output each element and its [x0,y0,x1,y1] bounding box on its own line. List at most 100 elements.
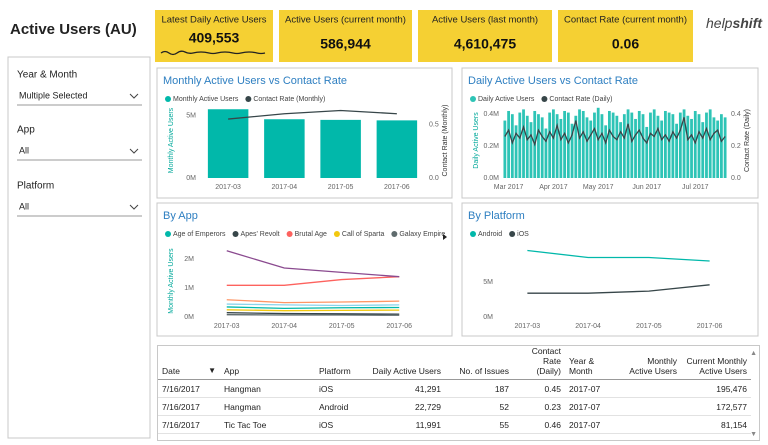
kpi-label: Active Users (current month) [285,15,406,26]
table-cell: 0.00 [513,433,565,440]
bar [544,128,548,178]
data-table: Date ▼ App Platform Daily Active Users No. of… [157,345,760,441]
x-tick-label: 2017-06 [384,184,410,191]
legend-more-arrow[interactable] [443,234,447,240]
bar [507,110,510,178]
kpi-label: Contact Rate (current month) [564,15,687,26]
bar [667,112,671,178]
series-line [226,299,400,304]
y-tick-label: 2M [184,256,194,263]
bar [510,114,514,178]
legend-swatch [165,231,171,237]
table-cell: 187 [445,379,513,398]
x-tick-label: May 2017 [583,184,614,191]
dropdown-chevron[interactable] [129,93,139,99]
column-header[interactable]: Daily Active Users [363,346,445,380]
column-header-text: Contact Rate (Daily) [531,346,561,376]
bar [660,120,664,178]
dropdown-chevron[interactable] [129,148,139,154]
legend-label: Apes' Revolt [241,231,280,238]
kpi-value: 4,610,475 [454,36,516,52]
table-cell [623,379,681,398]
table-cell: 0.45 [513,379,565,398]
table-cell: 7/16/2017 [158,379,220,398]
legend-label: Galaxy Empire [399,231,445,238]
kpi-card [558,10,693,62]
bar [540,117,544,178]
y2-tick-label: 0.0 [429,175,439,182]
bar [604,125,608,178]
bar [693,110,697,178]
chart-title: By Platform [468,210,525,222]
series-line [527,284,710,294]
table-cell: 2017-07 [565,415,623,434]
filter-value[interactable]: All [19,201,29,211]
x-tick-label: 2017-04 [272,184,298,191]
series-line [226,306,400,310]
legend-label: Brutal Age [295,231,327,238]
table-body: 7/16/2017 Hangman iOS 41,291 187 0.45 2017-07 1… [158,379,751,440]
legend-label: iOS [517,231,529,238]
table-cell: Pro Chess [220,433,315,440]
column-header[interactable]: Platform [315,346,363,380]
bar [682,109,686,178]
y-axis-title: Monthly Active Users [168,107,175,173]
bar [634,118,637,178]
y-tick-label: 1M [184,285,194,292]
bar [615,115,619,178]
sort-arrow[interactable]: ▼ [208,366,216,375]
column-header[interactable]: Monthly Active Users [623,346,681,380]
legend-swatch [333,231,340,237]
legend-swatch [165,96,171,102]
bar [548,112,552,178]
table-cell [623,397,681,416]
table-row: 7/16/2017 Tic Tac Toe iOS 11,991 55 0.46 2017-… [158,415,751,434]
legend-label: Call of Sparta [342,231,385,238]
bar [720,114,723,178]
bar [686,115,690,178]
column-header[interactable]: No. of Issues [445,346,513,380]
series-line [226,314,400,316]
table-cell: 0.46 [513,415,565,434]
y-tick-label: 5M [483,279,493,286]
x-tick-label: Jul 2017 [682,184,709,191]
legend-swatch [470,231,476,237]
table-cell: Hangman [220,379,315,398]
chart-title: Daily Active Users vs Contact Rate [468,75,638,87]
table: Date ▼ App Platform Daily Active Users No. of… [158,346,751,440]
filter-value[interactable]: Multiple Selected [19,90,88,100]
filter-value[interactable]: All [19,145,29,155]
column-header[interactable]: Contact Rate (Daily) [513,346,565,380]
legend-swatch [286,231,293,237]
kpi-label: Active Users (last month) [432,15,538,26]
table-cell: Android [315,397,363,416]
y-tick-label: 0.0M [483,175,499,182]
column-header[interactable]: Year & Month [565,346,623,380]
scroll-down[interactable]: ▼ [750,431,757,438]
bar [537,114,540,178]
bar [712,117,716,178]
table-cell: 52 [445,397,513,416]
bar [552,109,555,178]
bar [630,112,634,178]
dropdown-chevron[interactable] [129,204,139,210]
x-tick-label: Mar 2017 [494,184,524,191]
legend-label: Monthly Active Users [173,96,239,103]
table-cell: 81,154 [681,415,751,434]
table-cell: iOS [315,379,363,398]
column-header[interactable]: Current Monthly Active Users [681,346,751,380]
chart-panel [461,202,759,337]
kpi-value: 0.06 [612,36,639,52]
x-tick-label: 2017-03 [515,323,541,330]
y-tick-label: 5M [186,112,196,119]
series-line [226,312,400,315]
header-row: Date ▼ App Platform Daily Active Users No. of… [158,346,751,380]
x-tick-label: 2017-04 [575,323,601,330]
bar [503,120,507,178]
chart-title: Monthly Active Users vs Contact Rate [163,75,347,87]
scroll-up[interactable]: ▲ [750,350,757,357]
x-tick-label: 2017-06 [697,323,723,330]
kpi-card [418,10,552,62]
column-header[interactable]: App [220,346,315,380]
column-header[interactable]: Date ▼ [158,346,220,380]
